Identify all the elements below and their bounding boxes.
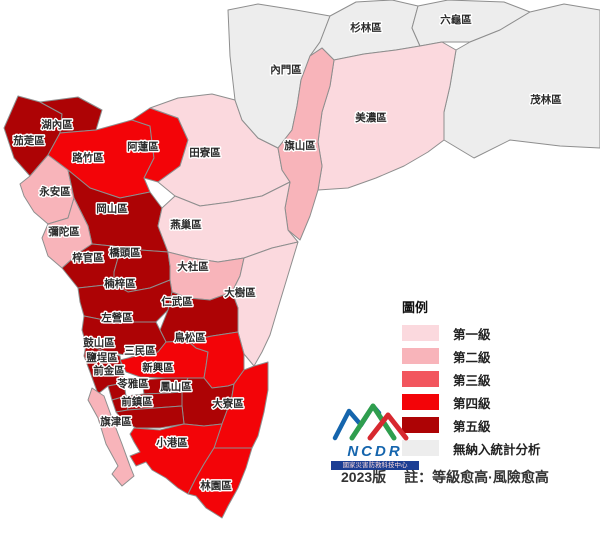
district-maolin xyxy=(443,3,600,159)
legend-label-level_2: 第二級 xyxy=(453,350,491,365)
district-label-meinong: 美濃區 xyxy=(355,111,387,124)
district-label-niaosong: 鳥松區 xyxy=(174,331,206,344)
district-label-nanzi: 楠梓區 xyxy=(103,277,136,290)
district-label-fengshan: 鳳山區 xyxy=(160,380,192,393)
district-label-zuoying: 左營區 xyxy=(100,311,133,324)
legend-rows: 第一級第二級第三級第四級第五級無納入統計分析 xyxy=(402,325,541,457)
legend-swatch-level_4 xyxy=(402,394,439,410)
legend-row-6: 無納入統計分析 xyxy=(402,440,541,457)
district-label-xiaogang: 小港區 xyxy=(155,436,188,449)
district-xiaogang xyxy=(129,423,223,495)
ncdr-logo-mountains-icon xyxy=(332,403,409,441)
ncdr-logo-org-name: 國家災害防救科技中心 xyxy=(331,461,419,470)
district-label-liugui: 六龜區 xyxy=(440,13,472,26)
district-label-qianzhen: 前鎮區 xyxy=(121,395,153,408)
district-label-hunei: 湖內區 xyxy=(41,118,73,131)
legend-swatch-level_5 xyxy=(402,417,439,433)
legend: 圖例 第一級第二級第三級第四級第五級無納入統計分析 xyxy=(402,297,541,463)
legend-row-3: 第三級 xyxy=(402,371,541,388)
district-label-sanmin: 三民區 xyxy=(124,345,156,357)
legend-swatch-level_1 xyxy=(402,325,439,341)
legend-label-level_1: 第一級 xyxy=(453,327,491,342)
district-label-qijin: 旗津區 xyxy=(100,415,132,428)
district-label-gushan: 鼓山區 xyxy=(83,336,115,349)
version-label: 2023版 xyxy=(341,469,387,485)
ncdr-logo-acronym: NCDR xyxy=(347,443,403,460)
footnote: 2023版 註：等級愈高·風險愈高 xyxy=(341,467,549,487)
legend-label-level_3: 第三級 xyxy=(453,373,491,388)
ncdr-logo: NCDR 國家災害防救科技中心 xyxy=(331,396,419,470)
district-label-luzhu: 路竹區 xyxy=(72,151,104,164)
district-label-neimen: 內門區 xyxy=(270,63,302,76)
district-label-ziguan: 梓官區 xyxy=(72,251,104,264)
district-linyuan xyxy=(187,447,253,519)
district-label-alian: 阿蓮區 xyxy=(127,140,159,153)
legend-swatch-level_2 xyxy=(402,348,439,364)
district-label-yanchao: 燕巢區 xyxy=(170,218,202,231)
district-label-qianjin: 前金區 xyxy=(93,364,125,377)
district-daliao xyxy=(213,361,269,449)
district-label-shanlin: 杉林區 xyxy=(350,21,382,34)
district-label-qiaotou: 橋頭區 xyxy=(109,246,141,259)
district-label-qieding: 茄萣區 xyxy=(12,134,45,147)
district-label-yongan: 永安區 xyxy=(38,185,71,198)
legend-row-4: 第四級 xyxy=(402,394,541,411)
legend-label-not_analyzed: 無納入統計分析 xyxy=(453,442,541,457)
note-text: 註：等級愈高·風險愈高 xyxy=(404,469,549,485)
district-shapes xyxy=(3,0,600,519)
district-mituo xyxy=(41,197,93,269)
legend-swatch-level_3 xyxy=(402,371,439,387)
legend-row-5: 第五級 xyxy=(402,417,541,434)
district-qishan xyxy=(277,47,335,241)
legend-label-level_4: 第四級 xyxy=(453,396,491,411)
district-qijin xyxy=(87,387,135,487)
district-qianzhen xyxy=(115,405,185,429)
legend-label-level_5: 第五級 xyxy=(453,419,491,434)
district-label-daliao: 大寮區 xyxy=(212,397,244,410)
district-label-lingya: 苓雅區 xyxy=(116,377,149,390)
legend-title: 圖例 xyxy=(402,300,429,315)
district-label-gangshan: 岡山區 xyxy=(96,202,128,215)
district-label-maolin: 茂林區 xyxy=(529,93,562,106)
legend-row-2: 第二級 xyxy=(402,348,541,365)
district-label-linyuan: 林園區 xyxy=(200,479,232,492)
legend-swatch-not_analyzed xyxy=(402,440,439,456)
district-label-dashu: 大樹區 xyxy=(224,286,256,299)
district-meinong xyxy=(317,41,457,191)
district-label-dashe: 大社區 xyxy=(177,260,209,273)
district-label-tianliao: 田寮區 xyxy=(189,146,221,159)
district-label-xinxing: 新興區 xyxy=(142,361,174,374)
district-label-renwu: 仁武區 xyxy=(161,295,193,308)
district-label-qishan: 旗山區 xyxy=(284,139,316,152)
district-label-mituo: 彌陀區 xyxy=(48,225,80,238)
legend-row-1: 第一級 xyxy=(402,325,541,342)
district-label-yancheng: 鹽埕區 xyxy=(86,351,118,364)
